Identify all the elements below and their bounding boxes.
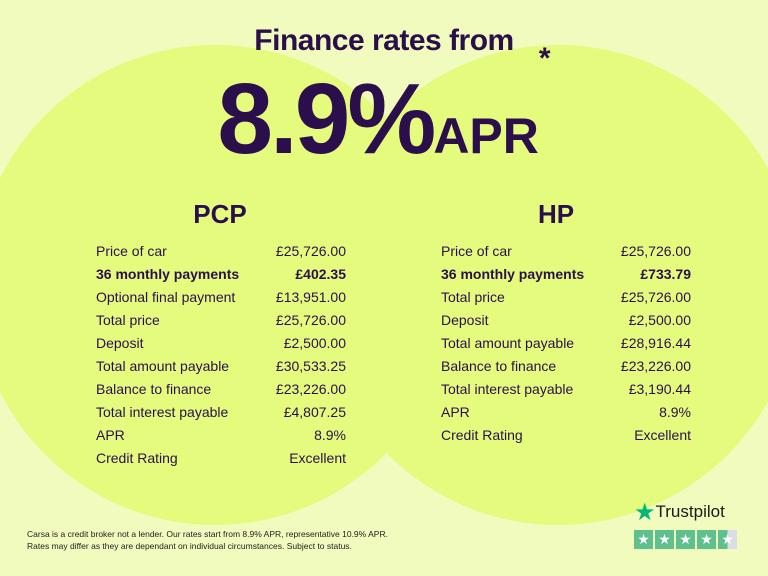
row-value: £25,726.00 [620,243,691,259]
row-label: Total price [441,289,505,305]
row-label: Price of car [441,243,512,259]
row-value: £2,500.00 [283,335,346,351]
table-row: 36 monthly payments £733.79 [441,263,691,286]
row-label: Total amount payable [96,358,230,374]
row-label: Total interest payable [441,381,574,397]
table-row: Total amount payable £28,916.44 [441,332,691,355]
table-row: Price of car £25,726.00 [441,240,691,263]
table-row: Balance to finance £23,226.00 [441,355,691,378]
disclaimer: Carsa is a credit broker not a lender. O… [27,528,388,552]
row-value: Excellent [289,450,346,466]
row-label: Total interest payable [96,404,229,420]
row-label: Deposit [96,335,144,351]
row-label: Credit Rating [441,427,523,443]
row-value: £25,726.00 [275,243,346,259]
rating-star-icon: ★ [697,530,716,549]
rating-star-icon: ★ [634,530,653,549]
rating-star-icon: ★ [718,530,737,549]
row-value: £25,726.00 [275,312,346,328]
row-label: Total price [96,312,160,328]
row-label: Price of car [96,243,167,259]
hp-table: Price of car £25,726.00 36 monthly payment… [441,240,691,447]
table-row: Deposit £2,500.00 [96,332,346,355]
row-label: Deposit [441,312,489,328]
pcp-table: Price of car £25,726.00 36 monthly payment… [96,240,346,470]
trustpilot-rating: ★ ★ ★ ★ ★ [634,530,737,549]
apr-label: APR [433,108,539,164]
row-value: 8.9% [659,404,691,420]
row-value: £13,951.00 [275,289,346,305]
table-row: Deposit £2,500.00 [441,309,691,332]
row-value: Excellent [634,427,691,443]
row-label: 36 monthly payments [96,266,240,282]
row-label: Total amount payable [441,335,575,351]
trustpilot-logo[interactable]: ★Trustpilot [634,498,725,527]
table-row: Credit Rating Excellent [441,424,691,447]
table-row: APR 8.9% [96,424,346,447]
hp-title: HP [537,199,575,229]
rating-star-icon: ★ [676,530,695,549]
row-label: Balance to finance [96,381,212,397]
row-value: £23,226.00 [275,381,346,397]
disclaimer-line-2: Rates may differ as they are dependant o… [27,541,352,551]
disclaimer-line-1: Carsa is a credit broker not a lender. O… [27,529,388,539]
table-row: Price of car £25,726.00 [96,240,346,263]
headline-subtitle: Finance rates from [254,24,514,57]
table-row: APR 8.9% [441,401,691,424]
headline-rate: 8.9%APR * [0,42,768,177]
row-value: £402.35 [295,266,346,282]
row-value: £23,226.00 [620,358,691,374]
table-row: Balance to finance £23,226.00 [96,378,346,401]
row-value: £3,190.44 [628,381,691,397]
background-circle-right [318,45,768,525]
table-row: Optional final payment £13,951.00 [96,286,346,309]
row-label: APR [96,427,125,443]
rate-value: 8.9% [217,63,436,175]
trustpilot-name: Trustpilot [655,502,725,521]
trustpilot-star-icon: ★ [634,499,656,526]
row-value: £2,500.00 [628,312,691,328]
table-row: Total interest payable £4,807.25 [96,401,346,424]
row-value: £25,726.00 [620,289,691,305]
row-value: £733.79 [640,266,691,282]
row-value: £30,533.25 [275,358,346,374]
pcp-title: PCP [193,199,247,229]
rating-star-icon: ★ [655,530,674,549]
row-label: Balance to finance [441,358,557,374]
table-row: Total interest payable £3,190.44 [441,378,691,401]
row-value: £28,916.44 [620,335,691,351]
table-row: Total price £25,726.00 [441,286,691,309]
row-label: APR [441,404,470,420]
row-label: 36 monthly payments [441,266,585,282]
row-value: 8.9% [314,427,346,443]
row-label: Credit Rating [96,450,178,466]
asterisk: * [538,42,551,75]
table-row: Total amount payable £30,533.25 [96,355,346,378]
row-label: Optional final payment [96,289,236,305]
row-value: £4,807.25 [283,404,346,420]
table-row: Credit Rating Excellent [96,447,346,470]
table-row: 36 monthly payments £402.35 [96,263,346,286]
table-row: Total price £25,726.00 [96,309,346,332]
